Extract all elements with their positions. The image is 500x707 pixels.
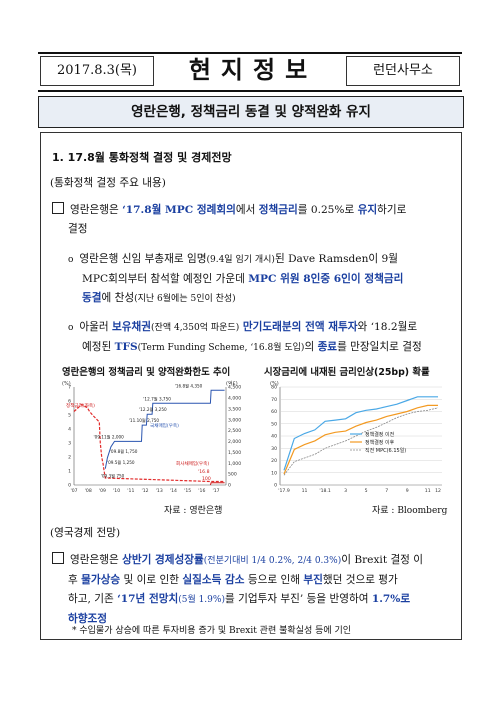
right-tick-label: 500 [228,472,237,478]
chart-right-legend: 정책결정 이전 정책결정 이후 직전 MPC(6.15일) [350,431,406,454]
x-tick-label: 11 [425,488,431,494]
section2-subheading: (영국경제 전망) [50,527,121,539]
left-tick-label: 3 [68,441,71,447]
y-tick-label: 50 [271,421,277,427]
paragraph-growth: 영란은행은 상반기 경제성장률(전분기대비 1/4 0.2%, 2/4 0.3%… [52,551,456,629]
series-line-1 [104,389,225,469]
qe-annotation: '09.11월 2,000 [94,433,125,440]
right-tick-label: 4,500 [228,385,241,391]
policy-rate-label: 정책금리(좌축) [66,402,95,409]
series-line-2 [209,482,225,486]
qe-label: 국채매입(우축) [150,422,179,429]
right-tick-label: 2,000 [228,439,241,445]
y-tick-label: 40 [271,434,277,440]
paragraph-decision: 영란은행은 ‘17.8월 MPC 정례회의에서 정책금리를 0.25%로 유지하… [52,201,454,239]
qe-annotation: '12.7월 3,750 [143,395,171,402]
report-header: 2017.8.3(목) 현지정보 런던사무소 [38,52,462,92]
content-frame [40,132,462,640]
left-tick-label: 6 [68,399,71,405]
report-office: 런던사무소 [346,56,460,86]
x-tick-label: 5 [365,488,368,494]
x-tick-label: '16 [198,488,205,494]
x-tick-label: '17.9 [278,488,290,494]
y-tick-label: 0 [274,483,277,489]
x-tick-label: '15 [184,488,191,494]
corp-bond-date: '16.8 [198,469,210,475]
left-tick-label: 4 [68,427,71,433]
right-tick-label: 2,500 [228,428,241,434]
checkbox-bullet [52,552,64,564]
chart-left-plot: (%) (억£) 0 1 2 3 4 5 6 7 0 500 1,000 1,500 2,000 2,50… [58,377,250,497]
qe-annotation: '16.8월 4,350 [175,382,203,389]
y-tick-label: 30 [271,446,277,452]
right-tick-label: 3,500 [228,406,241,412]
chart-left-unit-right: (억£) [226,380,238,387]
chart-right-source: 자료 : Bloomberg [372,506,448,516]
left-tick-label: 2 [68,455,71,461]
series-line-1 [283,404,438,475]
chart-left-title: 영란은행의 정책금리 및 양적완화한도 추이 [62,367,231,378]
x-tick-label: 9 [406,488,409,494]
x-tick-label: '10 [113,488,120,494]
x-tick-label: '12 [141,488,148,494]
right-tick-label: 0 [228,483,231,489]
y-tick-label: 20 [271,458,277,464]
x-tick-label: '17 [213,488,220,494]
qe-annotation: '09.5월 1,250 [107,459,135,466]
report-title: 현지정보 [188,56,318,84]
paragraph-bond-reinvest: o 아울러 보유채권(잔액 4,350억 파운드) 만기도래분의 전액 재투자와 … [68,321,422,353]
legend-after: 정책결정 이후 [365,439,395,446]
subject-banner: 영란은행, 정책금리 동결 및 양적완화 유지 [38,96,464,128]
qe-annotation: '09.8월 1,750 [110,448,138,455]
left-tick-label: 1 [68,469,71,475]
corp-bond-value: 100 [202,476,211,482]
legend-prev-mpc: 직전 MPC(6.15일) [365,447,406,454]
left-tick-label: 5 [68,413,71,419]
qe-annotation: '12.2월 3,250 [139,406,167,413]
qe-annotation: '09.3월 750 [101,473,125,480]
x-tick-label: '14 [170,488,177,494]
chart-right-title: 시장금리에 내재된 금리인상(25bp) 확률 [264,367,430,378]
right-tick-label: 3,000 [228,417,241,423]
qe-annotation: '11.10월 2,750 [129,417,160,424]
left-tick-label: 7 [68,385,71,391]
x-tick-label: '08 [85,488,92,494]
x-tick-label: 11 [302,488,308,494]
section1-subheading: (통화정책 결정 주요 내용) [50,177,166,189]
y-tick-label: 10 [271,470,277,476]
chart-left-source: 자료 : 영란은행 [164,506,223,516]
x-tick-label: 7 [385,488,388,494]
right-tick-label: 1,500 [228,450,241,456]
x-tick-label: 3 [344,488,347,494]
chart-right-plot: (%) 0 10 20 30 40 50 60 70 80 '17.9 11 '18.1 3 5 7 9 11 1… [262,377,448,497]
footnote: * 수입물가 상승에 따른 투자비용 증가 및 Brexit 관련 불확실성 등… [72,626,352,636]
series-line-0 [283,396,438,471]
right-tick-label: 1,000 [228,461,241,467]
chart-left-unit-left: (%) [62,381,71,387]
series-line-0 [73,403,225,483]
x-tick-label: '11 [127,488,134,494]
y-tick-label: 70 [271,397,277,403]
paragraph-mpc-vote: o 영란은행 신임 부총재로 임명(9.4일 임기 개시)된 Dave Ramsd… [68,253,404,304]
right-tick-label: 4,000 [228,395,241,401]
x-tick-label: '18.1 [319,488,331,494]
chart-right-unit: (%) [270,381,279,387]
y-tick-label: 80 [271,385,277,391]
x-tick-label: '07 [70,488,77,494]
x-tick-label: '09 [99,488,106,494]
y-tick-label: 60 [271,409,277,415]
legend-before: 정책결정 이전 [365,431,395,438]
x-tick-label: 12 [435,488,441,494]
x-tick-label: '13 [156,488,163,494]
report-date: 2017.8.3(목) [40,56,154,86]
section1-heading: 1. 17.8월 통화정책 결정 및 경제전망 [52,151,232,164]
series-line-2 [283,407,439,476]
left-tick-label: 0 [68,483,71,489]
checkbox-bullet [52,202,64,214]
corp-bond-label: 회사채매입(우축) [176,460,209,467]
